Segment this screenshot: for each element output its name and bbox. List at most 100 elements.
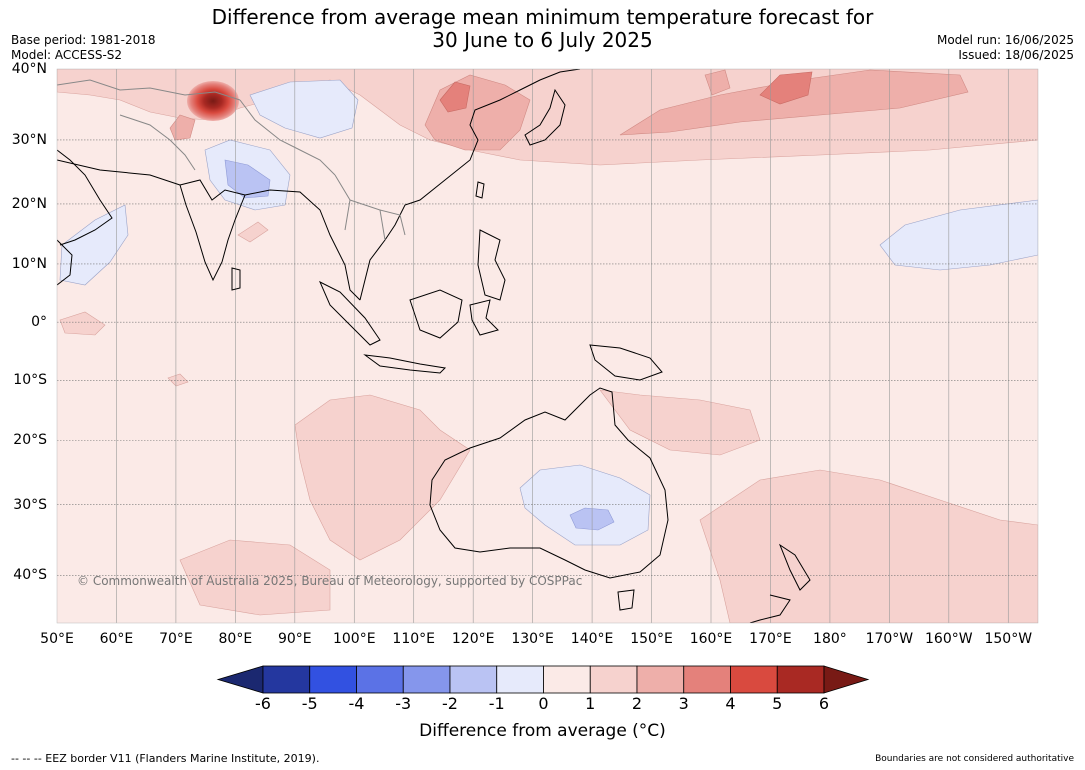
colorbar-tick-label: -3 [395,694,412,713]
border-layer [57,79,406,241]
anomaly-region-kuril [759,71,813,105]
anomaly-hotspot-himalaya [187,81,239,121]
anomaly-cool-india-core [224,159,271,199]
anomaly-region-nw-pacific [619,69,969,136]
colorbar-tick-label: 3 [678,694,689,713]
colorbar [216,665,870,694]
colorbar-segment [683,665,731,694]
latitude-label: 20°S [13,432,47,449]
anomaly-region-pakistan [169,114,196,141]
meta-left: Base period: 1981-2018 Model: ACCESS-S2 [11,33,156,63]
colorbar-segment [402,665,451,694]
longitude-label: 160°W [925,631,973,647]
colorbar-segment [776,665,825,694]
latitude-label: 40°S [13,567,47,584]
colorbar-tick-label: -4 [348,694,365,713]
coastline-sulawesi [469,299,499,336]
longitude-label: 130°E [511,631,554,647]
longitude-label: 100°E [332,631,376,647]
coastline-tasmania [617,589,635,611]
coastline-new-zealand [749,543,811,623]
coastline-layer [57,69,811,623]
longitude-label: 150°W [984,631,1033,647]
colorbar-tick-label: -5 [301,694,318,713]
colorbar-segment [262,665,311,694]
colorbar-over-arrow [823,665,870,694]
map-frame [56,68,1039,624]
latitude-label: 30°N [11,131,47,148]
anomaly-cool-central-pacific [879,199,1038,271]
longitude-label: 80°E [218,631,253,647]
meta-right: Model run: 16/06/2025 Issued: 18/06/2025 [937,33,1074,63]
base-period: Base period: 1981-2018 [11,33,156,47]
colorbar-segment [730,665,778,694]
coastline-india [179,179,246,282]
colorbar-segment [449,665,498,694]
longitude-label: 120°E [451,631,495,647]
anomaly-cool-tibet [249,79,359,139]
map-title-line1: Difference from average mean minimum tem… [211,5,874,29]
colorbar-tick-label: 0 [538,694,549,713]
latitude-label: 20°N [11,195,47,212]
coastline-arabia [57,149,113,246]
longitude-label: 50°E [40,631,74,647]
border-southeast-asia [334,174,406,241]
longitude-label: 140°E [570,631,614,647]
coastline-new-guinea [589,344,663,381]
anomaly-region-west-ocean [59,311,106,336]
model-name: Model: ACCESS-S2 [11,48,123,62]
longitude-label: 110°E [392,631,436,647]
colorbar-segment [356,665,404,694]
longitude-label: 180° [813,631,847,647]
longitude-gridlines [116,69,1009,623]
latitude-gridlines [57,139,1038,576]
coastline-japan [524,88,566,146]
coastline-taiwan [475,181,485,199]
colorbar-tick-label: 2 [631,694,643,713]
colorbar-tick-label: 4 [725,694,736,713]
latitude-label: 30°S [13,496,47,513]
anomaly-fill-layer [57,69,1038,623]
colorbar-segment [309,665,357,694]
border-central-asia [57,79,336,176]
coastline-sri-lanka [231,267,241,291]
latitude-label: 10°N [11,255,47,272]
colorbar-tick-label: -2 [442,694,458,713]
colorbar-segment [589,665,638,694]
boundaries-note: Boundaries are not considered authoritat… [875,754,1074,764]
longitude-label: 150°E [630,631,673,647]
map-title-line2: 30 June to 6 July 2025 [432,28,653,52]
anomaly-region-south-pacific [699,469,1038,623]
coastline-australia [429,387,669,579]
colorbar-segment [543,665,591,694]
anomaly-region-indian-ocean [294,394,471,561]
anomaly-cool-arabian-sea [59,204,129,286]
longitude-label: 60°E [99,631,134,647]
colorbar-tick-label: 6 [818,694,830,713]
coastline-java [363,354,447,374]
colorbar-segment [496,665,544,694]
anomaly-region-coral-sea [599,389,761,456]
coastline-philippines [477,229,506,301]
longitude-label: 170°E [749,631,792,647]
colorbar-tick-label: 5 [772,694,783,713]
colorbar-tick-label: 1 [585,694,596,713]
latitude-label: 10°S [13,372,47,389]
eez-note: -- -- -- EEZ border V11 (Flanders Marine… [11,752,320,765]
copyright-note: © Commonwealth of Australia 2025, Bureau… [77,574,583,588]
coastline-africa-horn [57,239,73,286]
model-run: Model run: 16/06/2025 [936,33,1074,47]
anomaly-region-southwest [179,539,331,616]
coastline-borneo [409,289,463,339]
anomaly-cool-australia [519,464,651,546]
longitude-label: 160°E [689,631,733,647]
issued-date: Issued: 18/06/2025 [958,48,1074,62]
colorbar-segment [636,665,685,694]
coastline-mainland-asia [57,69,581,301]
coastline-sumatra [318,280,381,346]
latitude-label: 0° [31,314,47,331]
colorbar-tick-label: -1 [488,694,505,713]
longitude-label: 90°E [277,631,312,647]
anomaly-region-east-china [439,81,471,113]
